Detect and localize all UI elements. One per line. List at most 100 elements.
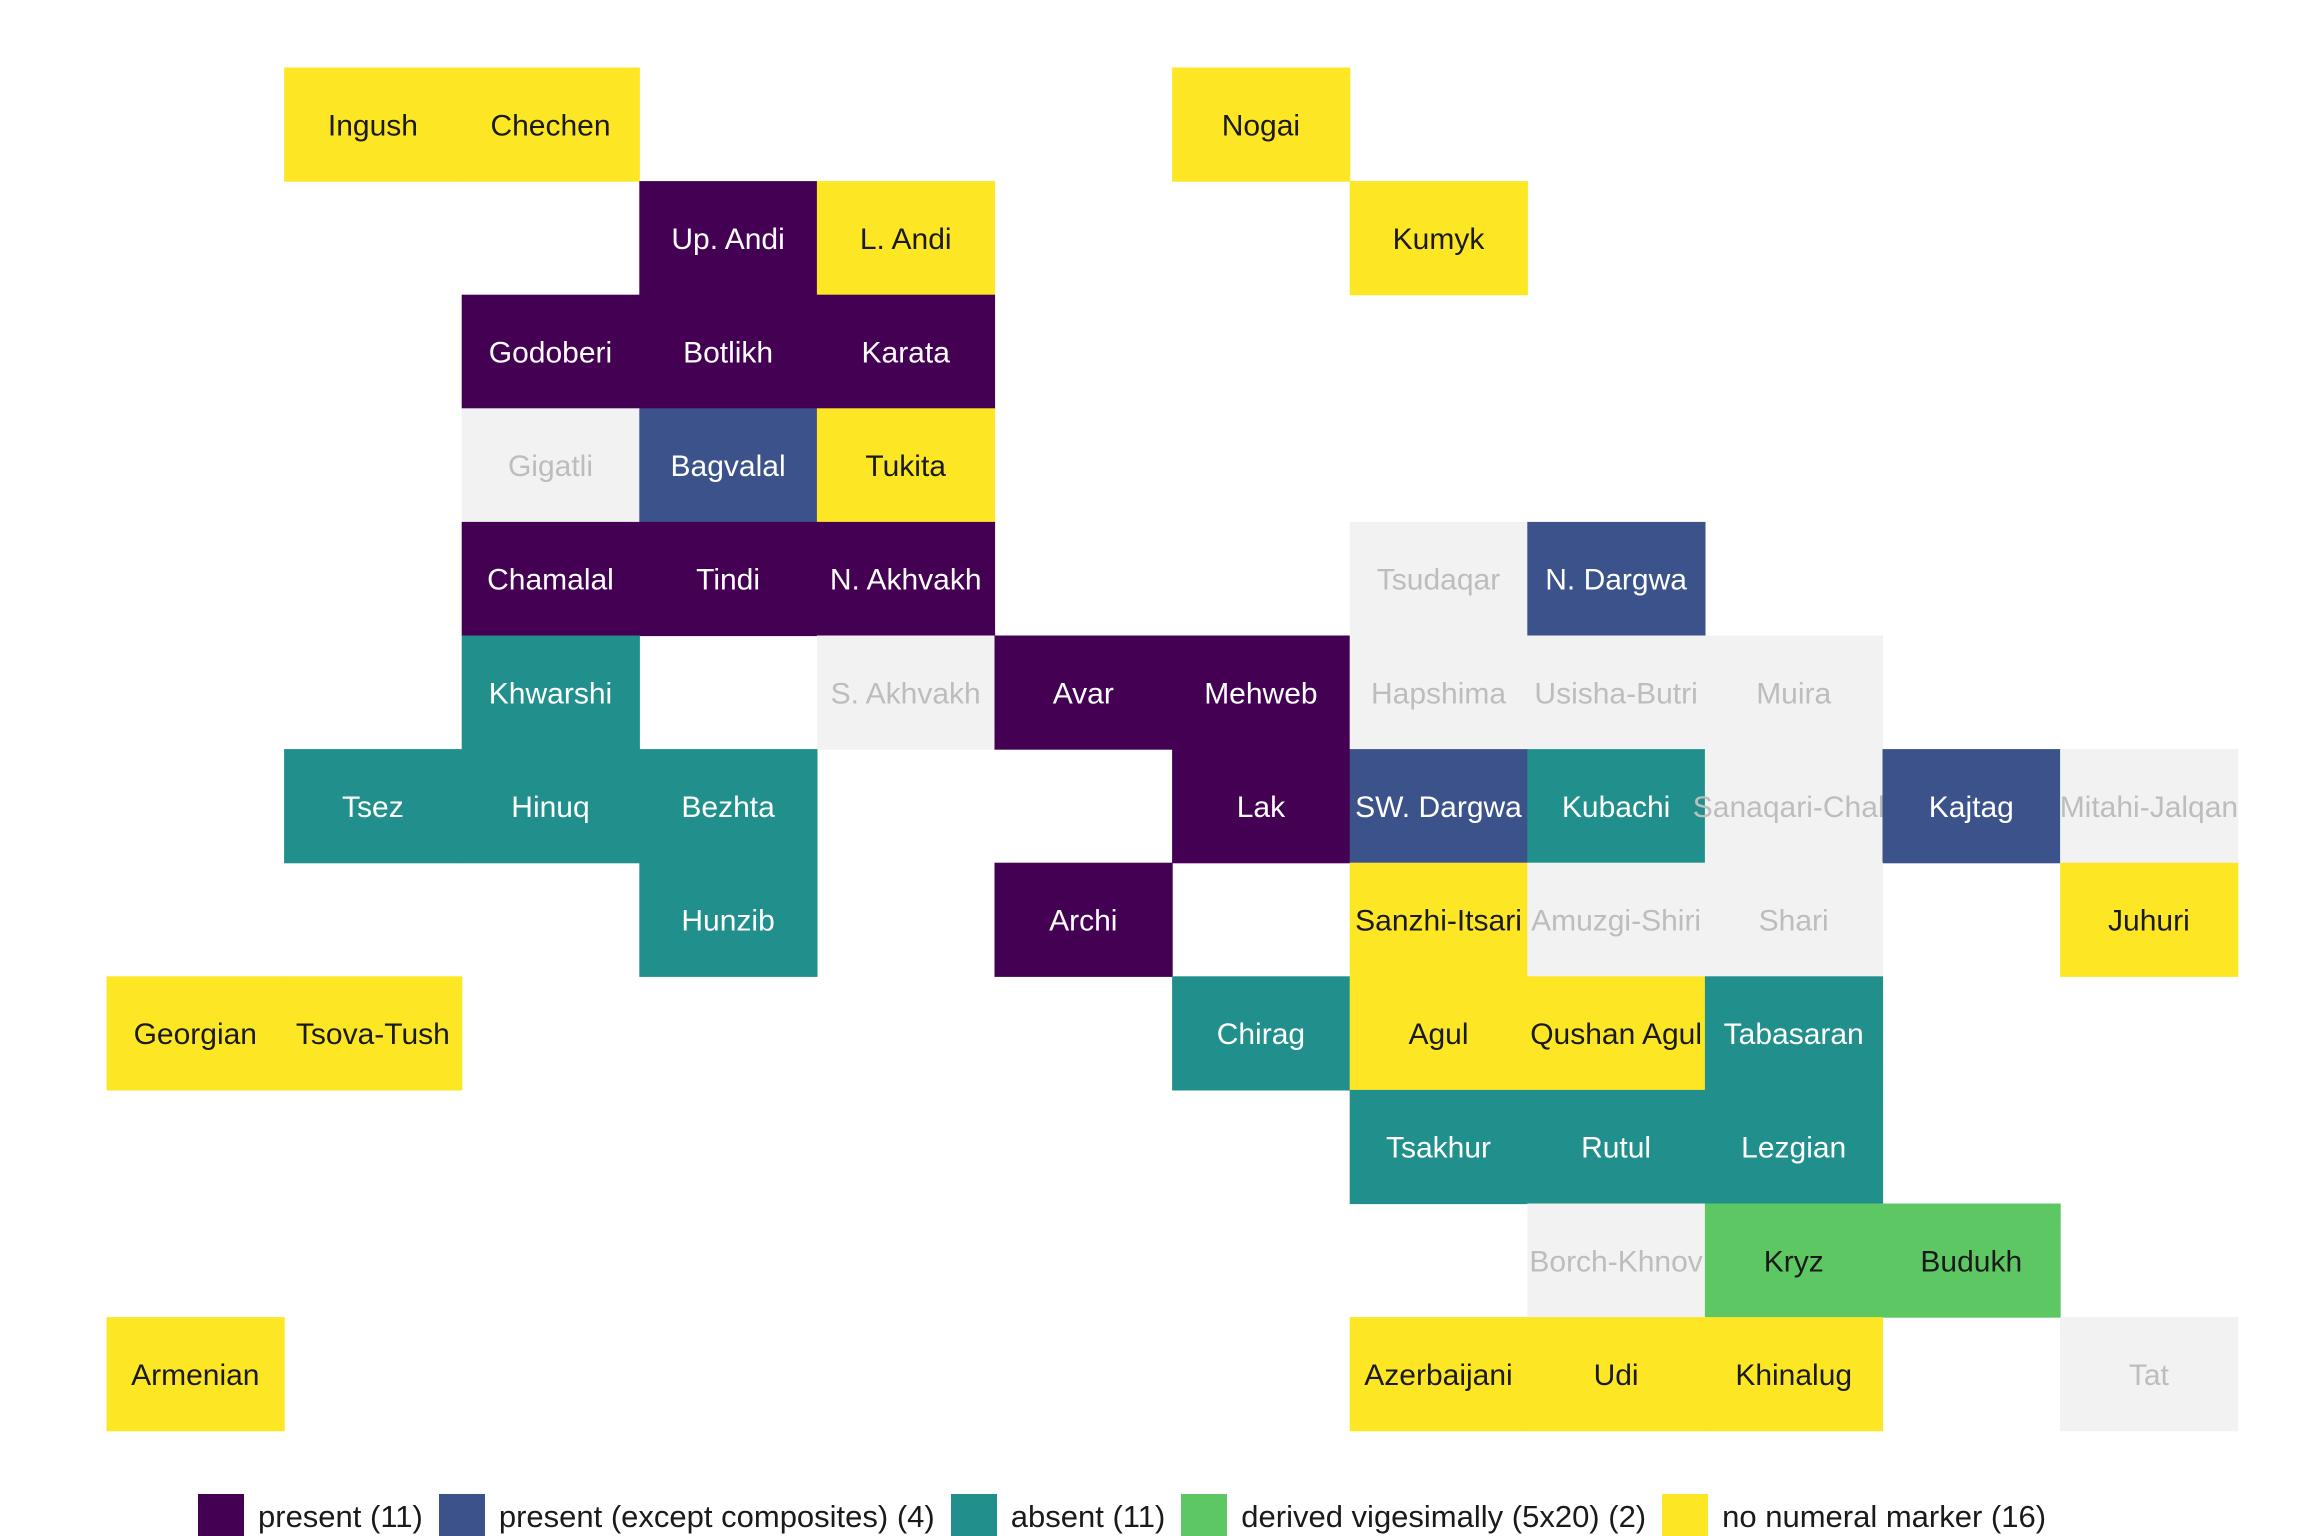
tile-label: Up. Andi bbox=[671, 223, 784, 256]
tile: Ingush bbox=[284, 67, 463, 182]
tile-rect bbox=[1349, 749, 1528, 864]
tile: Sanaqari-Chah bbox=[1693, 749, 1895, 864]
tile: Kumyk bbox=[1349, 181, 1528, 296]
tile-label: Mehweb bbox=[1204, 677, 1317, 710]
tile-rect bbox=[284, 749, 463, 864]
tile: Khwarshi bbox=[461, 635, 640, 750]
tile-label: L. Andi bbox=[860, 223, 952, 256]
tile-label: Nogai bbox=[1222, 109, 1300, 142]
tile: Borch-Khnov bbox=[1527, 1203, 1706, 1318]
tile-label: N. Dargwa bbox=[1545, 564, 1687, 597]
tile-label: Georgian bbox=[134, 1018, 257, 1051]
tile: Georgian bbox=[106, 976, 285, 1091]
tile-label: Tsakhur bbox=[1386, 1132, 1491, 1165]
tile-label: Kajtag bbox=[1929, 791, 2014, 824]
legend: present (11) present (except composites) … bbox=[198, 1493, 2062, 1536]
legend-swatch bbox=[1181, 1494, 1228, 1536]
tile: Shari bbox=[1704, 862, 1884, 977]
tile: Usisha-Butri bbox=[1527, 635, 1706, 750]
tile: L. Andi bbox=[816, 181, 996, 296]
tile: Tsudaqar bbox=[1349, 521, 1528, 637]
tile: Up. Andi bbox=[639, 181, 818, 296]
tile: Kryz bbox=[1704, 1203, 1884, 1318]
tile-rect bbox=[2060, 862, 2239, 977]
tile: Kubachi bbox=[1527, 749, 1706, 864]
tile-rect bbox=[1527, 1317, 1706, 1432]
tile: Amuzgi-Shiri bbox=[1527, 862, 1706, 977]
tile: Udi bbox=[1527, 1317, 1706, 1432]
tile-rect bbox=[1882, 1203, 2061, 1318]
tile-rect bbox=[816, 294, 996, 409]
tile: N. Akhvakh bbox=[816, 521, 996, 637]
tile-rect bbox=[994, 635, 1173, 750]
tile: Tsez bbox=[284, 749, 463, 864]
tile: Mehweb bbox=[1172, 635, 1351, 750]
tile-label: Sanzhi-Itsari bbox=[1355, 905, 1522, 938]
tile-rect bbox=[1172, 749, 1351, 864]
tile-rect bbox=[284, 67, 463, 182]
tile-rect bbox=[1704, 1203, 1884, 1318]
legend-item: present (except composites) (4) bbox=[438, 1494, 935, 1536]
tile-rect bbox=[1704, 635, 1884, 750]
tile-rect bbox=[284, 976, 463, 1091]
tile-rect bbox=[639, 862, 818, 977]
tile-rect bbox=[1882, 749, 2061, 864]
tile: Armenian bbox=[106, 1317, 285, 1432]
tile: Azerbaijani bbox=[1349, 1317, 1528, 1432]
tile-rect bbox=[1349, 862, 1528, 977]
tile-rect bbox=[639, 749, 818, 864]
tile-label: Chechen bbox=[490, 109, 610, 142]
tile-rect bbox=[1527, 862, 1706, 977]
tile-label: Tindi bbox=[696, 564, 760, 597]
tile-label: Shari bbox=[1759, 905, 1829, 938]
tile: Nogai bbox=[1172, 67, 1351, 182]
tile: Kajtag bbox=[1882, 749, 2061, 864]
tile-rect bbox=[1527, 1089, 1706, 1205]
tile-label: SW. Dargwa bbox=[1355, 791, 1522, 824]
tile-rect bbox=[106, 976, 285, 1091]
tile: Sanzhi-Itsari bbox=[1349, 862, 1528, 977]
tile-label: Budukh bbox=[1920, 1245, 2022, 1278]
tile-label: Lak bbox=[1237, 791, 1286, 824]
tile-label: Ingush bbox=[328, 109, 418, 142]
tile-label: Hinuq bbox=[511, 791, 589, 824]
tile-rect bbox=[1349, 1089, 1528, 1205]
tile-rect bbox=[639, 521, 818, 637]
tile-rect bbox=[1172, 635, 1351, 750]
tile-label: Sanaqari-Chah bbox=[1693, 791, 1895, 824]
tile-label: Usisha-Butri bbox=[1534, 677, 1697, 710]
tile-label: Tsez bbox=[342, 791, 404, 824]
tile: Agul bbox=[1349, 976, 1528, 1091]
tile: S. Akhvakh bbox=[816, 635, 996, 750]
legend-swatch bbox=[198, 1494, 244, 1536]
tile: Hinuq bbox=[461, 749, 640, 864]
tile-rect bbox=[1527, 749, 1706, 864]
tile-rect bbox=[1527, 521, 1706, 637]
tile-label: Kumyk bbox=[1393, 223, 1486, 256]
tile-label: Tsova-Tush bbox=[296, 1018, 450, 1051]
tile: Chamalal bbox=[461, 521, 640, 637]
tile-label: Amuzgi-Shiri bbox=[1531, 905, 1701, 938]
tile: Bezhta bbox=[639, 749, 818, 864]
tile-label: Qushan Agul bbox=[1530, 1018, 1702, 1051]
tile-rect bbox=[1704, 976, 1884, 1091]
tile: SW. Dargwa bbox=[1349, 749, 1528, 864]
legend-item: derived vigesimally (5x20) (2) bbox=[1181, 1494, 1646, 1536]
tile-label: Armenian bbox=[131, 1359, 259, 1392]
tile-label: N. Akhvakh bbox=[830, 564, 982, 597]
tile: Qushan Agul bbox=[1527, 976, 1706, 1091]
tile-label: Tabasaran bbox=[1724, 1018, 1864, 1051]
tile-rect bbox=[461, 635, 640, 750]
tile: Lak bbox=[1172, 749, 1351, 864]
tile-label: S. Akhvakh bbox=[831, 677, 981, 710]
tile: Hapshima bbox=[1349, 635, 1528, 750]
tile-label: Karata bbox=[862, 337, 951, 370]
tile-rect bbox=[461, 521, 640, 637]
tile-label: Chamalal bbox=[487, 564, 614, 597]
tile-rect bbox=[1704, 1317, 1884, 1432]
tile-label: Azerbaijani bbox=[1364, 1359, 1512, 1392]
tile-label: Tat bbox=[2129, 1359, 2170, 1392]
tile-rect bbox=[1349, 181, 1528, 296]
tile-rect bbox=[1527, 1203, 1706, 1318]
